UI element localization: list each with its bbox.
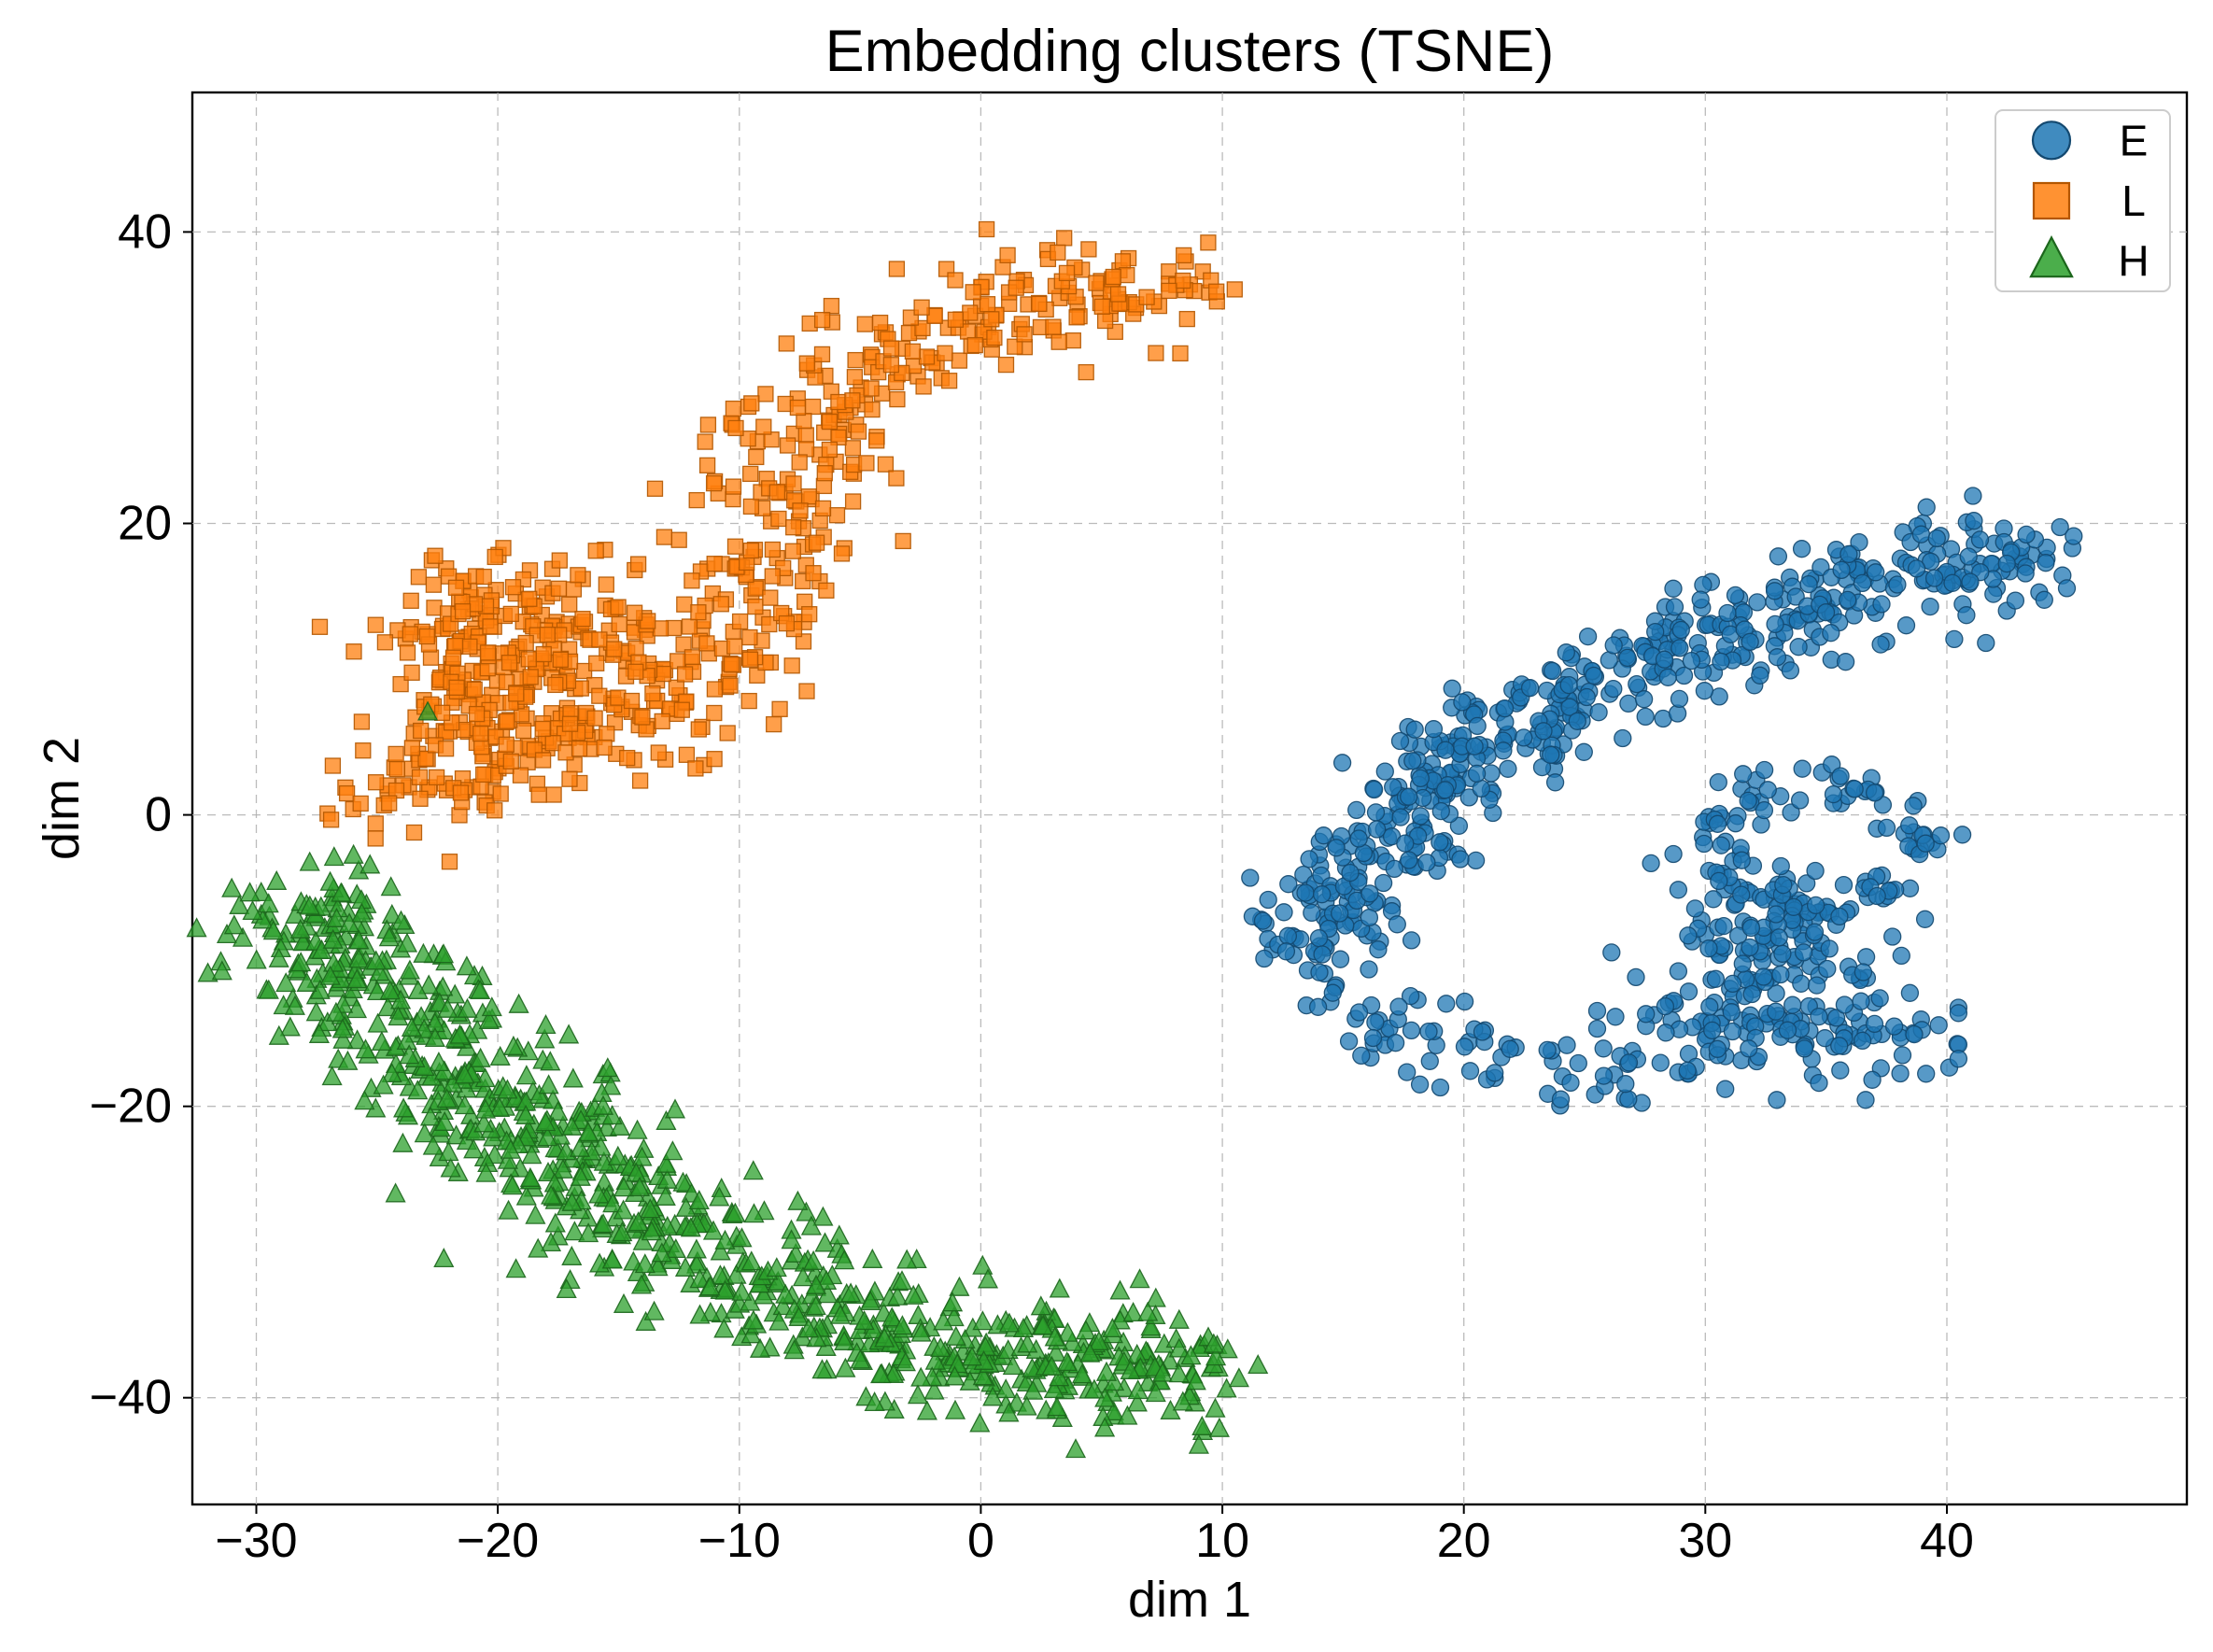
- svg-text:40: 40: [1920, 1514, 1974, 1568]
- svg-text:E: E: [2120, 116, 2149, 164]
- svg-text:0: 0: [967, 1514, 994, 1568]
- svg-text:dim 1: dim 1: [1128, 1572, 1251, 1628]
- svg-text:H: H: [2118, 237, 2149, 286]
- svg-text:Embedding clusters (TSNE): Embedding clusters (TSNE): [825, 19, 1555, 84]
- svg-text:−20: −20: [457, 1514, 539, 1568]
- svg-text:dim 2: dim 2: [34, 737, 90, 860]
- svg-text:L: L: [2121, 176, 2146, 225]
- svg-text:40: 40: [118, 205, 172, 259]
- svg-text:−10: −10: [698, 1514, 781, 1568]
- svg-text:30: 30: [1678, 1514, 1732, 1568]
- svg-text:10: 10: [1195, 1514, 1249, 1568]
- svg-text:0: 0: [145, 788, 172, 842]
- svg-text:20: 20: [1437, 1514, 1491, 1568]
- svg-text:−30: −30: [215, 1514, 297, 1568]
- svg-text:−20: −20: [90, 1080, 172, 1134]
- svg-text:20: 20: [118, 497, 172, 551]
- svg-text:−40: −40: [90, 1371, 172, 1425]
